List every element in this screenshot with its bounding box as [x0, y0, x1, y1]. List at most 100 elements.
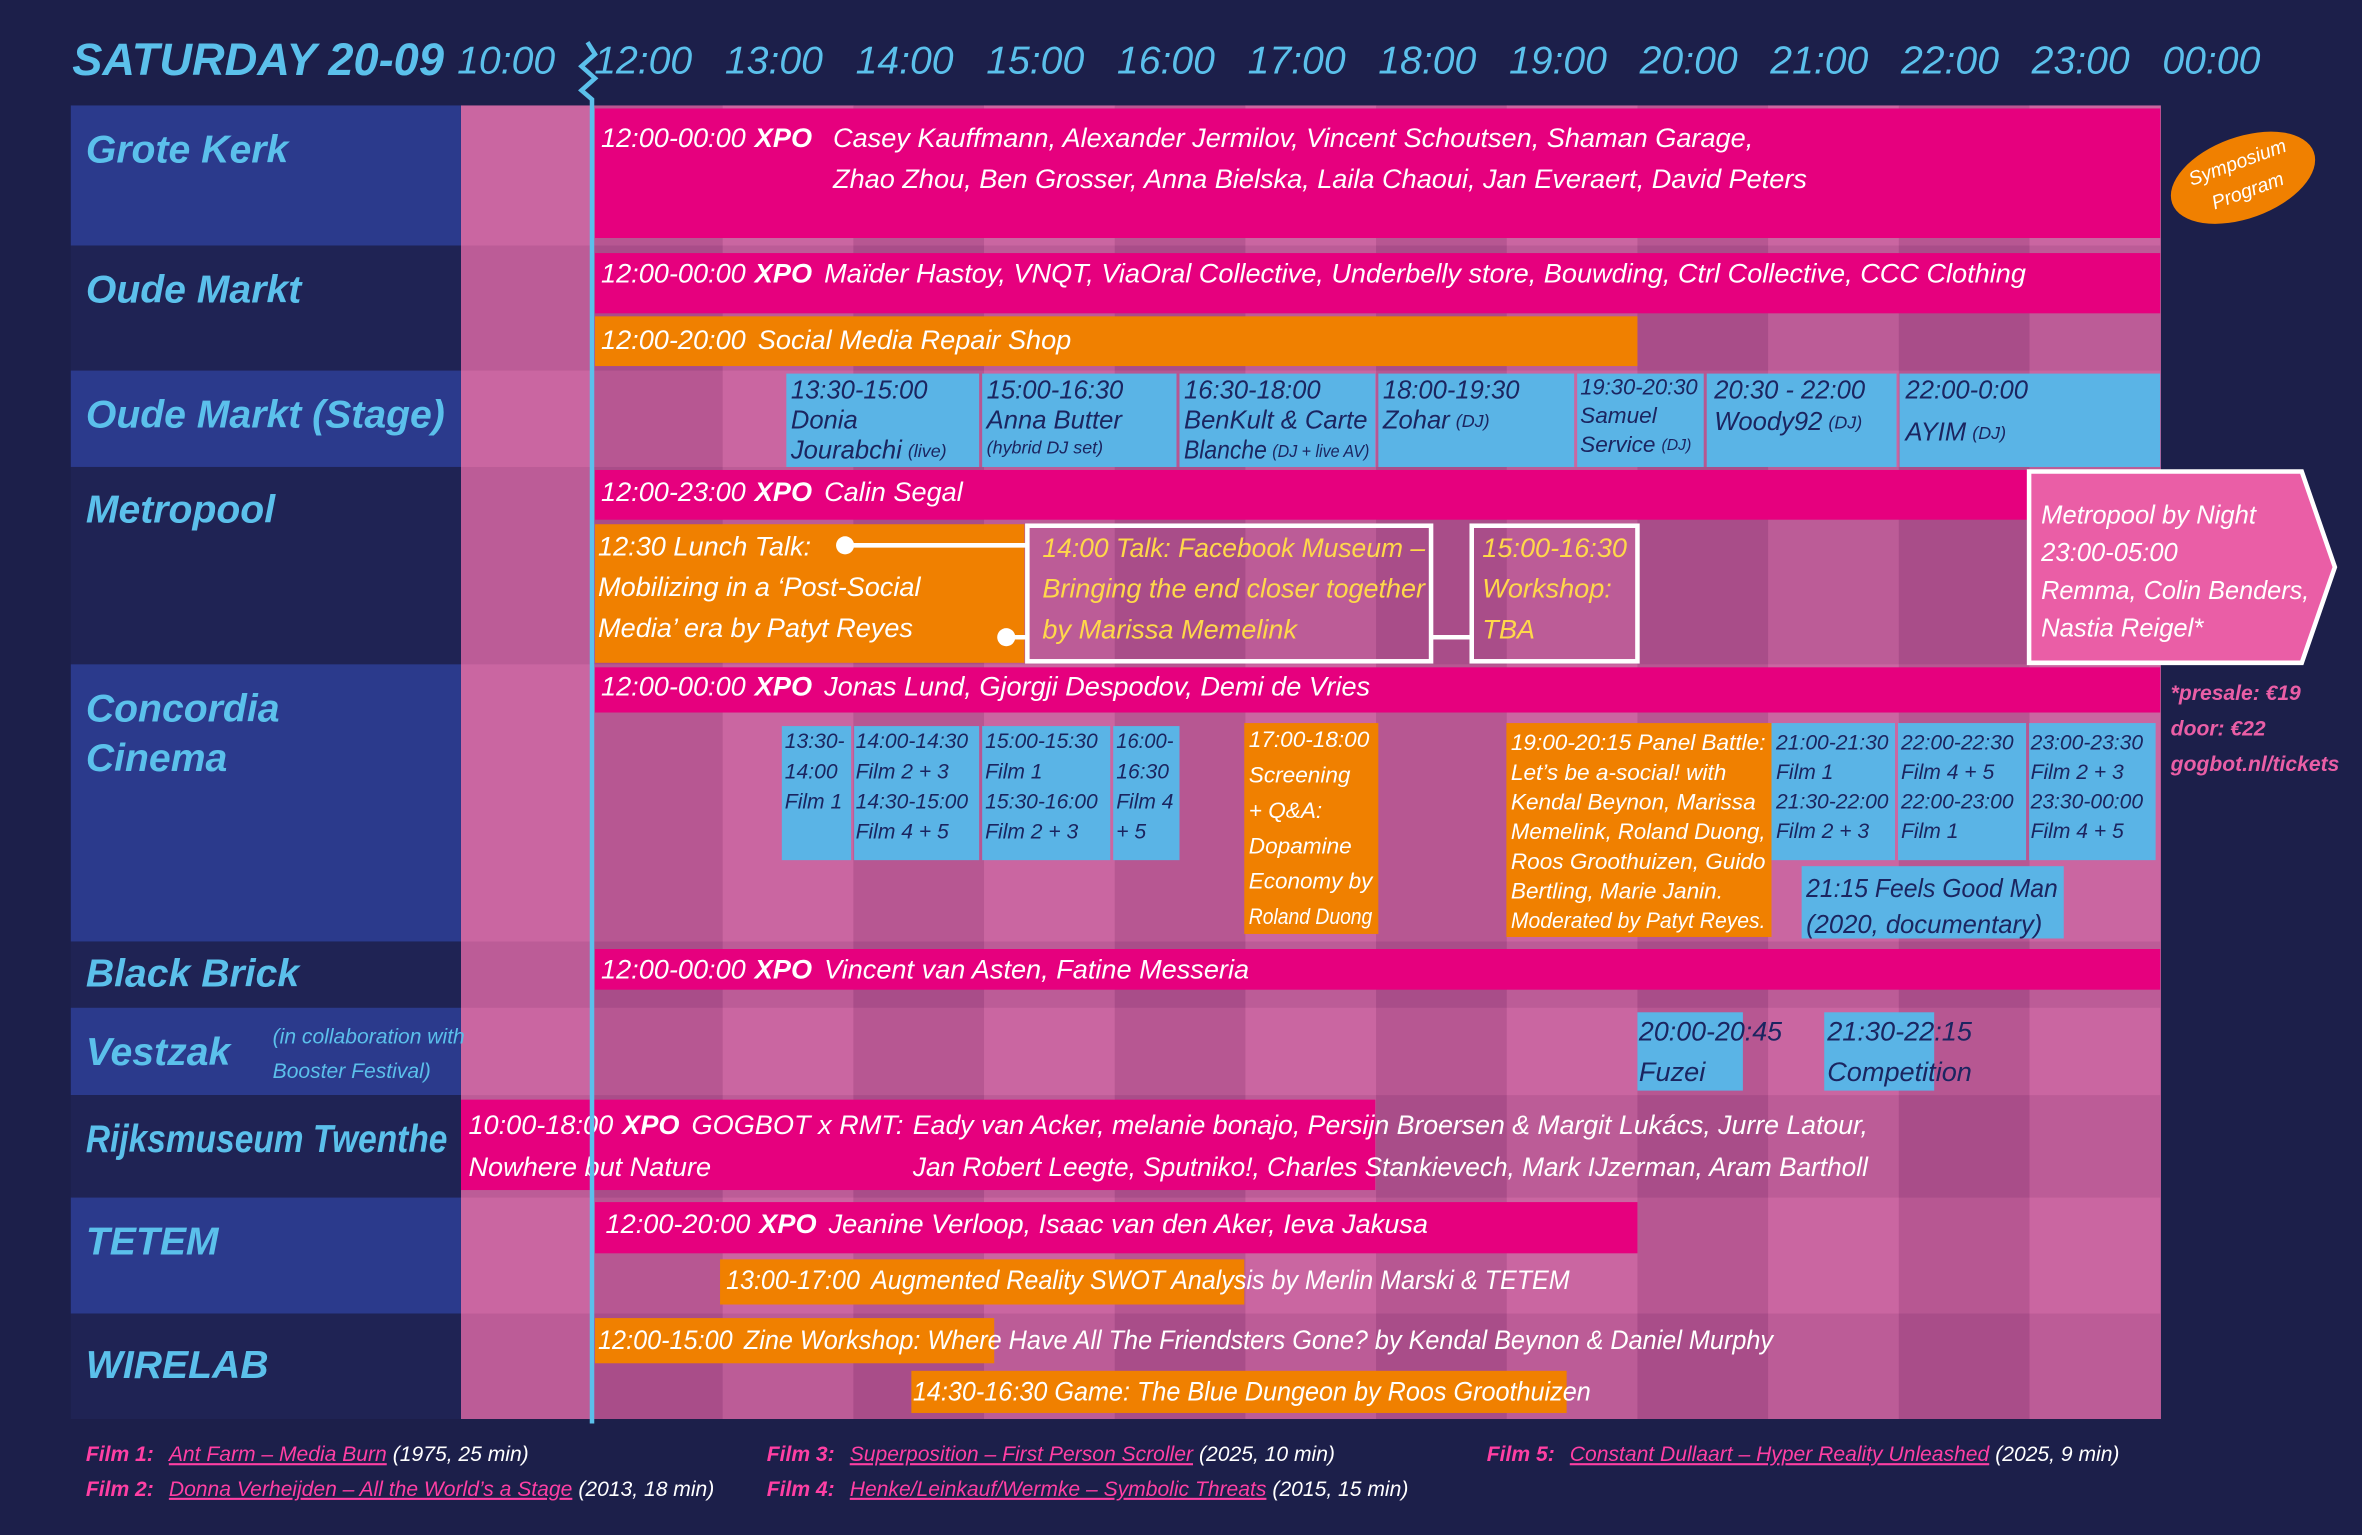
venue-name: Black Brick [86, 952, 302, 995]
event-line: TBA [1482, 613, 1535, 644]
event-line: GOGBOT x RMT: [692, 1109, 904, 1140]
event-line: Jeanine Verloop, Isaac van den Aker, Iev… [828, 1208, 1428, 1239]
event-line: Zohar (DJ) [1382, 407, 1490, 435]
event-tag: XPO [753, 476, 812, 507]
event-line: 21:00-21:30 [1775, 732, 1889, 755]
event-line: Remma, Colin Benders, [2041, 577, 2309, 605]
event-line: 16:30 [1116, 760, 1169, 783]
event-line: 16:00- [1116, 730, 1173, 753]
venue-name: Concordia [86, 687, 280, 730]
event-tag: XPO [753, 258, 812, 289]
time-label: 00:00 [2162, 40, 2260, 83]
venue-cell [70, 105, 461, 246]
event-line: 13:30- [785, 730, 845, 753]
event-box [595, 667, 2161, 713]
event-time: 16:30-18:00 [1184, 376, 1321, 404]
event-note: (DJ + live AV) [1272, 441, 1369, 461]
event-line: Woody92 (DJ) [1714, 408, 1862, 436]
event-note: (DJ) [1456, 411, 1490, 431]
event-line: Film 4 + 5 [2031, 820, 2124, 843]
event-line: 14:00-14:30 [856, 730, 969, 753]
event-line: Film 1 [785, 790, 842, 813]
time-label: 16:00 [1117, 40, 1215, 83]
event-tag: XPO [753, 671, 812, 702]
event-box [1801, 866, 2064, 939]
venue-name: WIRELAB [86, 1344, 269, 1387]
time-label: 13:00 [725, 40, 823, 83]
event-line: 19:00-20:15 Panel Battle: [1511, 730, 1766, 755]
event-artists: Jan Robert Leegte, Sputniko!, Charles St… [912, 1151, 1869, 1182]
event-line: 14:00 Talk: Facebook Museum – [1042, 532, 1426, 563]
event-box [2029, 723, 2156, 861]
event-note: (DJ) [1662, 437, 1692, 454]
event-text: 12:00-15:00 Zine Workshop: Where Have All… [598, 1324, 1774, 1355]
event-text: 12:00-00:00 XPO [601, 122, 812, 153]
event-time: 15:00-16:30 [987, 376, 1124, 404]
event-box [1179, 373, 1376, 467]
venue-cell [70, 664, 461, 942]
event-box [2026, 469, 2338, 666]
event-box [982, 373, 1177, 467]
footnote: Film 1: Ant Farm – Media Burn (1975, 25 mi… [86, 1443, 529, 1466]
ticket-info: door: €22 [2171, 717, 2266, 740]
event-text: 12:00-00:00 XPO Vincent van Asten, Fatine … [601, 954, 1249, 985]
event-line: Calin Segal [824, 476, 964, 507]
event-text: 15:00-16:30 [987, 376, 1124, 404]
event-line: by Marissa Memelink [1042, 613, 1298, 644]
time-label: 12:00 [594, 40, 692, 83]
event-line: Vincent van Asten, Fatine Messeria [824, 954, 1249, 985]
event-line: Roland Duong [1249, 904, 1373, 929]
event-tag: XPO [753, 954, 812, 985]
event-line: Nastia Reigel* [2041, 614, 2204, 642]
time-label: 10:00 [457, 40, 555, 83]
event-line: 14:30-15:00 [856, 790, 969, 813]
event-tag: XPO [620, 1109, 679, 1140]
event-line: Augmented Reality SWOT Analysis by Merli… [869, 1264, 1570, 1295]
venue-cell [70, 1007, 461, 1096]
event-line: Film 2 + 3 [1776, 820, 1869, 843]
footnote-info: (2025, 9 min) [1995, 1443, 2119, 1466]
event-note: (DJ) [1828, 412, 1862, 432]
event-line: (2020, documentary) [1806, 911, 2042, 939]
event-box [1771, 723, 1896, 861]
time-label: 21:00 [1769, 40, 1868, 83]
venue-name: TETEM [86, 1221, 220, 1264]
event-time: 22:00-0:00 [1905, 376, 2029, 404]
event-box [595, 316, 1638, 367]
symposium-badge [2170, 131, 2316, 224]
event-line: AYIM (DJ) [1904, 419, 2007, 447]
event-line: BenKult & Carte [1184, 407, 1368, 435]
venue-name: Oude Markt [86, 269, 303, 312]
event-line: Let’s be a-social! with [1511, 760, 1726, 785]
event-line: + Q&A: [1249, 798, 1322, 823]
event-line: Film 2 + 3 [985, 821, 1078, 844]
event-text: 22:00-0:00 [1905, 376, 2029, 404]
event-line: Anna Butter [985, 407, 1124, 435]
event-text: 20:30 - 22:00 [1713, 376, 1866, 404]
event-text: 12:00-23:00 XPO Calin Segal [601, 476, 964, 507]
footnote-label: Film 3: [767, 1443, 835, 1466]
event-note: (live) [908, 441, 947, 461]
footnote: Film 5: Constant Dullaart – Hyper Reality… [1487, 1443, 2120, 1466]
event-artists: Casey Kauffmann, Alexander Jermilov, Vin… [833, 122, 1753, 153]
event-line: Metropool by Night [2041, 501, 2257, 529]
venue-cell [70, 1313, 461, 1420]
time-label: 15:00 [986, 40, 1084, 83]
venue-note: Booster Festival) [273, 1060, 431, 1083]
event-line: 15:00-16:30 [1482, 532, 1627, 563]
ticket-info: gogbot.nl/tickets [2170, 753, 2340, 776]
event-tag: XPO [753, 122, 812, 153]
event-line: 23:00-23:30 [2030, 732, 2144, 755]
event-box [720, 1259, 1245, 1305]
event-box [1113, 726, 1180, 861]
event-time: 21:30-22:15 [1826, 1016, 1973, 1047]
event-time: 20:30 - 22:00 [1713, 376, 1866, 404]
event-line: + 5 [1116, 821, 1146, 844]
venue-cell [70, 245, 461, 371]
event-time: 20:00-20:45 [1638, 1016, 1783, 1047]
footnote-title: Ant Farm – Media Burn [167, 1443, 387, 1466]
event-box [1898, 723, 2027, 861]
event-time: 12:00-15:00 [598, 1324, 733, 1355]
event-box [982, 726, 1111, 861]
